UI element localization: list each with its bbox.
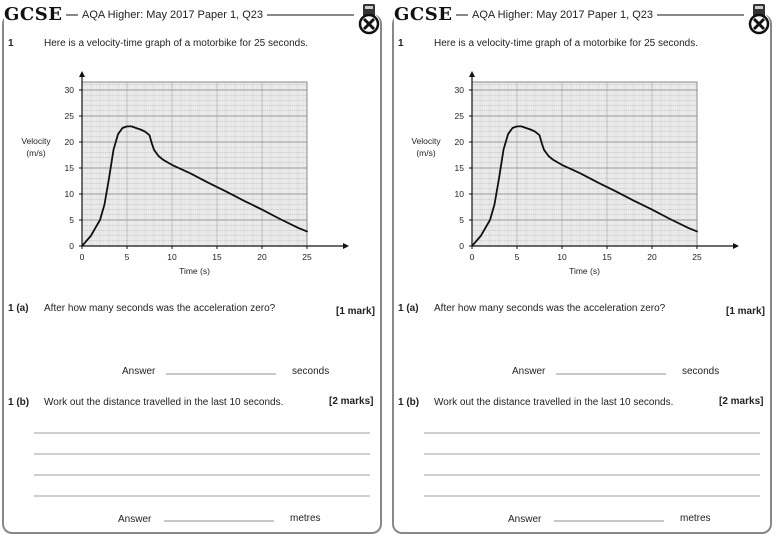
- chart-grid: [471, 81, 698, 247]
- y-tick-label: 30: [65, 85, 75, 95]
- velocity-curve: [471, 125, 698, 247]
- part-b-unit: metres: [680, 513, 711, 524]
- header-title: AQA Higher: May 2017 Paper 1, Q23: [78, 9, 267, 21]
- gcse-logo: GCSE: [4, 4, 67, 25]
- y-tick-label: 20: [455, 137, 465, 147]
- x-axis-label: Time (s): [569, 266, 600, 276]
- y-tick-label: 10: [455, 189, 465, 199]
- card-frame: [2, 14, 382, 534]
- y-axis-label: Velocity: [21, 136, 51, 146]
- gcse-logo: GCSE: [394, 4, 457, 25]
- x-tick-label: 10: [557, 252, 567, 262]
- y-axis-label: Velocity: [411, 136, 441, 146]
- part-a-unit: seconds: [292, 366, 330, 377]
- y-tick-label: 5: [69, 215, 74, 225]
- part-a-answer-label: Answer: [122, 366, 156, 377]
- y-tick-label: 25: [455, 111, 465, 121]
- part-a-marks: [1 mark]: [336, 306, 375, 317]
- question-text: Here is a velocity-time graph of a motor…: [434, 38, 699, 49]
- x-tick-label: 25: [692, 252, 702, 262]
- card-frame: [392, 14, 772, 534]
- chart-grid: [81, 81, 308, 247]
- working-line[interactable]: [424, 495, 760, 497]
- worksheet-card: GCSE AQA Higher: May 2017 Paper 1, Q23 1…: [392, 0, 776, 536]
- question-number: 1: [8, 38, 14, 49]
- calculator-forbidden-icon: [748, 4, 770, 35]
- x-axis-label: Time (s): [179, 266, 210, 276]
- calculator-forbidden-icon: [358, 4, 380, 35]
- x-tick-label: 10: [167, 252, 177, 262]
- part-b-marks: [2 marks]: [329, 396, 374, 407]
- part-b-text: Work out the distance travelled in the l…: [44, 397, 284, 408]
- part-a-marks: [1 mark]: [726, 306, 765, 317]
- part-b-number: 1 (b): [8, 397, 30, 408]
- y-tick-label: 5: [459, 215, 464, 225]
- header-title: AQA Higher: May 2017 Paper 1, Q23: [468, 9, 657, 21]
- part-a-text: After how many seconds was the accelerat…: [44, 303, 276, 314]
- x-axis-arrow-icon: [343, 243, 349, 249]
- part-b-answer-line[interactable]: [554, 520, 664, 522]
- x-tick-label: 5: [515, 252, 520, 262]
- working-line[interactable]: [34, 453, 370, 455]
- part-a-unit: seconds: [682, 366, 720, 377]
- y-tick-label: 20: [65, 137, 75, 147]
- part-b-unit: metres: [290, 513, 321, 524]
- part-a-answer-line[interactable]: [556, 373, 666, 375]
- y-tick-label: 15: [65, 163, 75, 173]
- velocity-time-chart: 0 5 10 15 20 25 0 5 10 15 20 25 30 Time (s) Velocity (m…: [411, 71, 739, 276]
- working-line[interactable]: [424, 432, 760, 434]
- part-b-marks: [2 marks]: [719, 396, 764, 407]
- y-axis-arrow-icon: [79, 71, 85, 77]
- x-axis-arrow-icon: [733, 243, 739, 249]
- y-axis-label-unit: (m/s): [416, 148, 436, 158]
- x-tick-label: 20: [257, 252, 267, 262]
- working-line[interactable]: [34, 432, 370, 434]
- question-text: Here is a velocity-time graph of a motor…: [44, 38, 309, 49]
- part-a-text: After how many seconds was the accelerat…: [434, 303, 666, 314]
- x-tick-label: 15: [212, 252, 222, 262]
- y-tick-label: 10: [65, 189, 75, 199]
- x-tick-label: 20: [647, 252, 657, 262]
- velocity-time-chart: 0 5 10 15 20 25 0 5 10 15 20 25 30 Time (s) Velocity (m…: [21, 71, 349, 276]
- y-axis-label-unit: (m/s): [26, 148, 46, 158]
- part-a-answer-label: Answer: [512, 366, 546, 377]
- y-tick-label: 0: [459, 241, 464, 251]
- part-a-number: 1 (a): [398, 303, 419, 314]
- working-line[interactable]: [34, 495, 370, 497]
- x-tick-label: 0: [80, 252, 85, 262]
- part-b-text: Work out the distance travelled in the l…: [434, 397, 674, 408]
- y-tick-label: 25: [65, 111, 75, 121]
- x-tick-label: 0: [470, 252, 475, 262]
- working-line[interactable]: [34, 474, 370, 476]
- part-a-answer-line[interactable]: [166, 373, 276, 375]
- part-b-answer-label: Answer: [118, 514, 152, 525]
- part-b-answer-line[interactable]: [164, 520, 274, 522]
- velocity-curve: [81, 125, 308, 247]
- working-line[interactable]: [424, 474, 760, 476]
- x-tick-label: 25: [302, 252, 312, 262]
- y-axis-arrow-icon: [469, 71, 475, 77]
- question-number: 1: [398, 38, 404, 49]
- y-tick-label: 15: [455, 163, 465, 173]
- part-b-answer-label: Answer: [508, 514, 542, 525]
- x-tick-label: 5: [125, 252, 130, 262]
- x-tick-label: 15: [602, 252, 612, 262]
- y-tick-label: 0: [69, 241, 74, 251]
- y-tick-label: 30: [455, 85, 465, 95]
- worksheet-card: GCSE AQA Higher: May 2017 Paper 1, Q23 1…: [2, 0, 386, 536]
- part-a-number: 1 (a): [8, 303, 29, 314]
- working-line[interactable]: [424, 453, 760, 455]
- part-b-number: 1 (b): [398, 397, 420, 408]
